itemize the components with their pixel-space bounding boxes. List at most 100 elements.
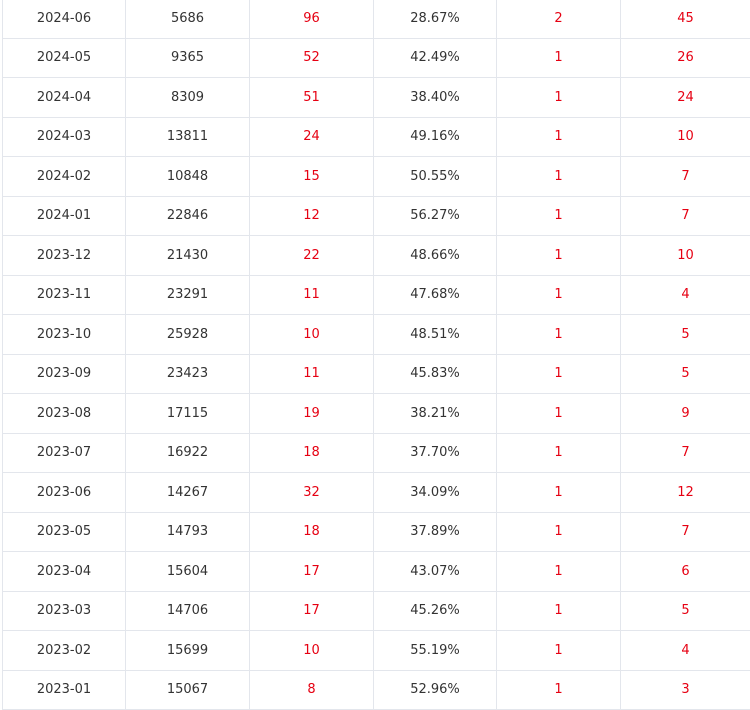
count-cell: 25928 <box>126 315 250 355</box>
count-cell: 17115 <box>126 394 250 434</box>
level-cell: 1 <box>497 394 621 434</box>
value-cell: 11 <box>250 354 374 394</box>
month-cell: 2023-09 <box>3 354 126 394</box>
value-cell: 18 <box>250 512 374 552</box>
month-cell: 2023-07 <box>3 433 126 473</box>
month-cell: 2023-04 <box>3 552 126 592</box>
percent-cell: 28.67% <box>374 0 497 38</box>
level-cell: 1 <box>497 631 621 671</box>
count-cell: 21430 <box>126 236 250 276</box>
value-cell: 15 <box>250 157 374 197</box>
percent-cell: 45.83% <box>374 354 497 394</box>
month-cell: 2024-05 <box>3 38 126 78</box>
count-cell: 15699 <box>126 631 250 671</box>
level-cell: 1 <box>497 236 621 276</box>
level-cell: 1 <box>497 157 621 197</box>
value-cell: 17 <box>250 552 374 592</box>
percent-cell: 43.07% <box>374 552 497 592</box>
month-cell: 2024-06 <box>3 0 126 38</box>
score-cell: 12 <box>621 473 750 513</box>
level-cell: 1 <box>497 38 621 78</box>
score-cell: 26 <box>621 38 750 78</box>
percent-cell: 37.70% <box>374 433 497 473</box>
month-cell: 2023-05 <box>3 512 126 552</box>
month-cell: 2023-01 <box>3 670 126 710</box>
percent-cell: 47.68% <box>374 275 497 315</box>
count-cell: 23291 <box>126 275 250 315</box>
level-cell: 1 <box>497 591 621 631</box>
score-cell: 4 <box>621 275 750 315</box>
score-cell: 10 <box>621 117 750 157</box>
level-cell: 1 <box>497 433 621 473</box>
month-cell: 2024-02 <box>3 157 126 197</box>
count-cell: 15067 <box>126 670 250 710</box>
level-cell: 1 <box>497 670 621 710</box>
score-cell: 7 <box>621 157 750 197</box>
count-cell: 9365 <box>126 38 250 78</box>
percent-cell: 50.55% <box>374 157 497 197</box>
value-cell: 52 <box>250 38 374 78</box>
month-cell: 2024-03 <box>3 117 126 157</box>
count-cell: 14706 <box>126 591 250 631</box>
value-cell: 11 <box>250 275 374 315</box>
value-cell: 17 <box>250 591 374 631</box>
value-cell: 10 <box>250 631 374 671</box>
percent-cell: 55.19% <box>374 631 497 671</box>
score-cell: 9 <box>621 394 750 434</box>
value-cell: 32 <box>250 473 374 513</box>
value-cell: 8 <box>250 670 374 710</box>
level-cell: 2 <box>497 0 621 38</box>
value-cell: 19 <box>250 394 374 434</box>
count-cell: 15604 <box>126 552 250 592</box>
percent-cell: 52.96% <box>374 670 497 710</box>
score-cell: 7 <box>621 196 750 236</box>
value-cell: 22 <box>250 236 374 276</box>
month-cell: 2023-11 <box>3 275 126 315</box>
score-cell: 7 <box>621 433 750 473</box>
value-cell: 18 <box>250 433 374 473</box>
count-cell: 8309 <box>126 78 250 118</box>
value-cell: 12 <box>250 196 374 236</box>
month-cell: 2024-04 <box>3 78 126 118</box>
month-cell: 2023-02 <box>3 631 126 671</box>
score-cell: 4 <box>621 631 750 671</box>
value-cell: 96 <box>250 0 374 38</box>
month-cell: 2023-10 <box>3 315 126 355</box>
count-cell: 14793 <box>126 512 250 552</box>
score-cell: 6 <box>621 552 750 592</box>
level-cell: 1 <box>497 473 621 513</box>
month-cell: 2023-03 <box>3 591 126 631</box>
count-cell: 23423 <box>126 354 250 394</box>
value-cell: 10 <box>250 315 374 355</box>
percent-cell: 38.21% <box>374 394 497 434</box>
score-cell: 5 <box>621 591 750 631</box>
score-cell: 5 <box>621 354 750 394</box>
percent-cell: 42.49% <box>374 38 497 78</box>
count-cell: 14267 <box>126 473 250 513</box>
score-cell: 3 <box>621 670 750 710</box>
level-cell: 1 <box>497 275 621 315</box>
level-cell: 1 <box>497 117 621 157</box>
percent-cell: 45.26% <box>374 591 497 631</box>
month-cell: 2023-08 <box>3 394 126 434</box>
score-cell: 45 <box>621 0 750 38</box>
month-cell: 2023-12 <box>3 236 126 276</box>
percent-cell: 48.66% <box>374 236 497 276</box>
